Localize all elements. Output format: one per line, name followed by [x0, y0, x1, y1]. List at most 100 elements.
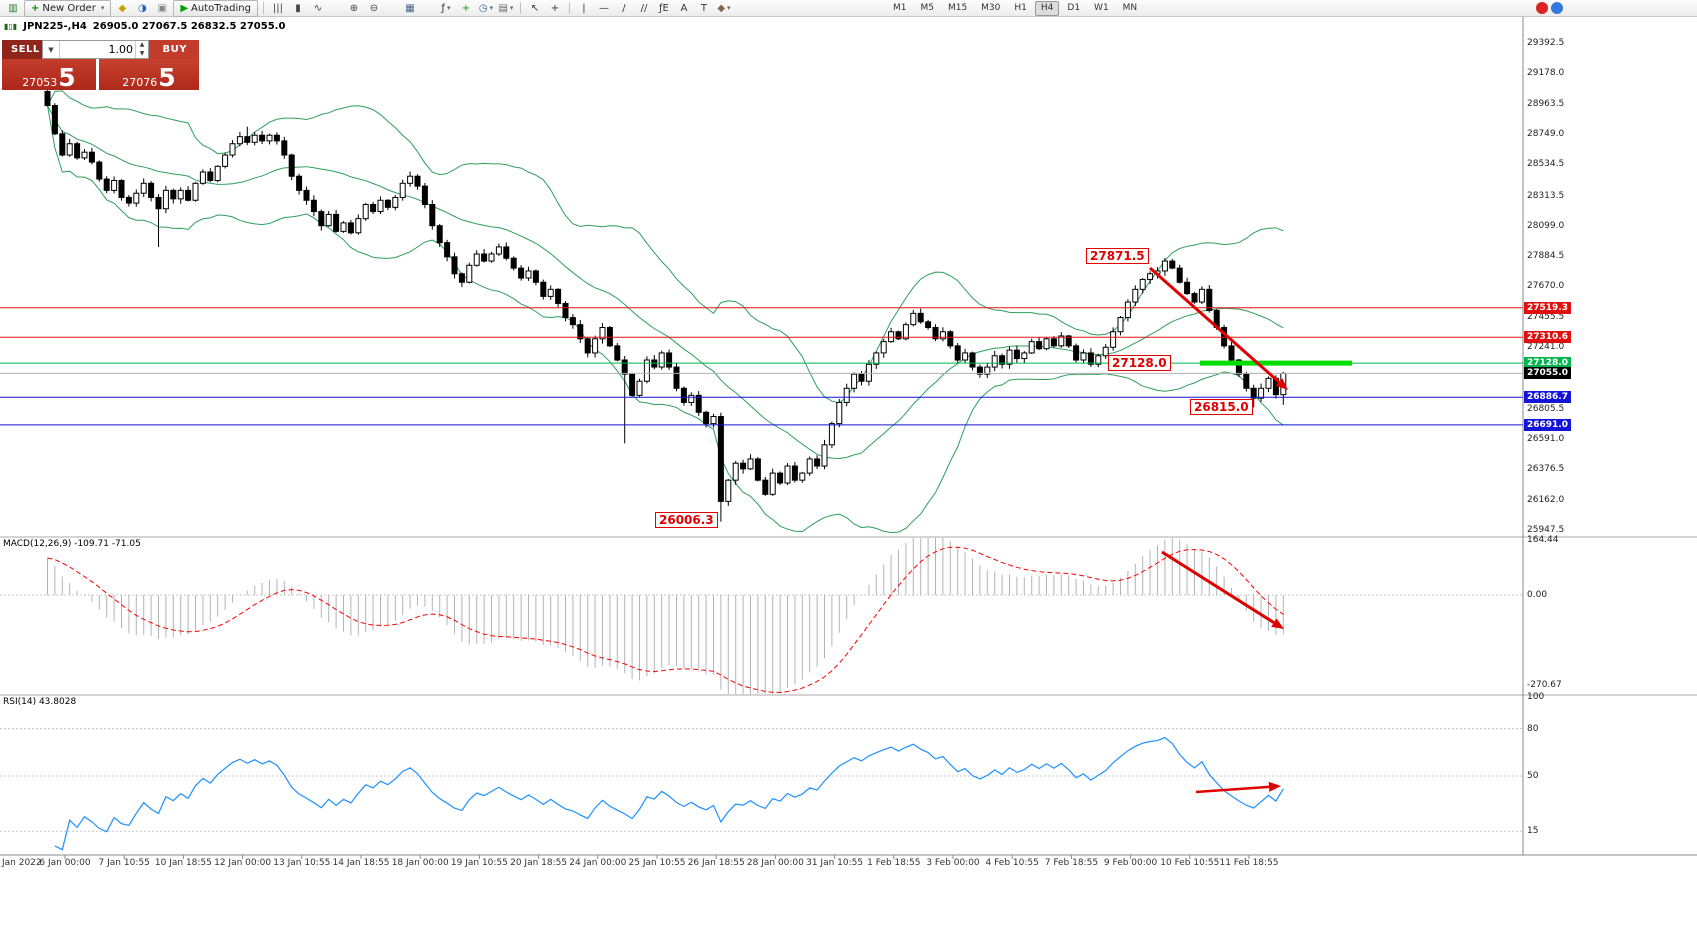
shapes-icon[interactable]: ◆ ▾	[717, 2, 731, 14]
timeframe-mn[interactable]: MN	[1122, 2, 1138, 13]
axis-label: 28534.5	[1527, 159, 1565, 170]
community-icon[interactable]	[1551, 2, 1563, 14]
axis-label: 27670.0	[1527, 281, 1565, 292]
sell-price-small: 27053	[22, 76, 58, 89]
time-axis-label: 10 Jan 18:55	[154, 858, 212, 868]
lot-size-box: ▼ ▲ ▼	[42, 40, 149, 59]
time-axis-label: 11 Feb 18:55	[1219, 858, 1279, 868]
profiles-icon[interactable]: ◑	[137, 2, 147, 14]
chart-ohlc-values: 26905.0 27067.5 26832.5 27055.0	[92, 21, 286, 32]
cursor-icon[interactable]: ↖	[530, 2, 540, 14]
time-axis-label: 3 Feb 00:00	[926, 858, 980, 868]
label-icon[interactable]: T	[700, 2, 707, 14]
time-axis-label: 25 Jan 10:55	[628, 858, 686, 868]
price-axis-marker: 26886.7	[1524, 391, 1571, 404]
line-chart-mode-icon[interactable]: ∿	[313, 2, 323, 14]
channel-icon[interactable]: //	[640, 2, 648, 14]
fibonacci-icon[interactable]: ƒE	[659, 2, 669, 14]
axis-label: 26591.0	[1527, 434, 1565, 445]
timeframe-h1[interactable]: H1	[1014, 2, 1027, 13]
macd-indicator	[0, 538, 1523, 694]
order-type-caret-icon[interactable]: ▼	[43, 41, 60, 58]
candles	[44, 90, 1287, 522]
time-axis-label: 13 Jan 10:55	[273, 858, 331, 868]
axis-label: 27884.5	[1527, 251, 1565, 262]
crosshair-icon[interactable]: +	[550, 2, 560, 14]
chart-shortcut-icon[interactable]: ▥	[8, 2, 18, 14]
chevron-down-icon: ▾	[727, 4, 731, 12]
time-axis-label: Jan 2022	[2, 858, 42, 868]
lot-decrease-button[interactable]: ▼	[139, 49, 145, 57]
zoom-out-icon[interactable]: ⊖	[369, 2, 379, 14]
new-order-icon: +	[31, 2, 40, 14]
indicators-icon[interactable]: ƒ ▾	[441, 2, 451, 14]
timeframe-h4[interactable]: H4	[1034, 0, 1060, 16]
toolbar-spacer	[385, 8, 399, 9]
chart-title: ▮▯▮ JPN225-,H4 26905.0 27067.5 26832.5 2…	[4, 21, 285, 32]
timeframe-m5[interactable]: M5	[920, 2, 934, 13]
rsi-indicator	[0, 728, 1523, 851]
time-axis-label: 24 Jan 00:00	[569, 858, 627, 868]
chart-symbol-period: JPN225-,H4	[23, 21, 87, 32]
lot-spinner: ▲ ▼	[135, 41, 148, 58]
trend-arrow-1	[1149, 266, 1288, 390]
time-axis-label: 12 Jan 00:00	[214, 858, 272, 868]
text-icon[interactable]: A	[680, 2, 688, 14]
axis-label: 26162.0	[1527, 494, 1565, 505]
chart-type-icon: ▮▯▮	[4, 22, 18, 31]
toolbar: ▥ + New Order ▾ ◆ ◑ ▣ ▶ AutoTrading ||| ▮ ∿ ⊕ ⊖ ▦ ƒ ▾ + ◷ ▾…	[0, 0, 1697, 17]
bar-chart-mode-icon[interactable]: |||	[272, 2, 283, 14]
axis-label: 27455.5	[1527, 311, 1565, 322]
new-order-button-label: New Order	[42, 2, 96, 14]
buy-price-small: 27076	[122, 76, 158, 89]
time-axis-label: 20 Jan 18:55	[510, 858, 568, 868]
axis-label: 29178.0	[1527, 68, 1565, 79]
timeframe-m30[interactable]: M30	[981, 2, 1001, 13]
lot-increase-button[interactable]: ▲	[139, 41, 145, 48]
axis-label: 0.00	[1527, 590, 1548, 600]
timeframe-m15[interactable]: M15	[947, 2, 968, 13]
chevron-down-icon: ▾	[489, 4, 494, 12]
price-axis-marker: 26691.0	[1524, 418, 1571, 431]
new-order-button[interactable]: + New Order ▾	[24, 0, 112, 17]
time-axis-label: 26 Jan 18:55	[687, 858, 745, 868]
toolbar-right-icons	[1536, 2, 1693, 14]
price-axis-marker: 27310.6	[1524, 331, 1571, 344]
zoom-in-icon[interactable]: ⊕	[349, 2, 359, 14]
tile-windows-icon[interactable]: ▦	[405, 2, 415, 14]
new-chart-icon[interactable]: ◆	[118, 2, 127, 14]
timeframe-m1[interactable]: M1	[892, 2, 907, 13]
periods-icon[interactable]: ◷ ▾	[478, 2, 494, 14]
templates-icon[interactable]: ▤ ▾	[498, 2, 514, 14]
live-account-icon[interactable]	[1536, 2, 1548, 14]
add-indicator-icon[interactable]: +	[461, 2, 471, 14]
rsi-line	[54, 736, 1284, 851]
metaeditor-icon[interactable]: ▣	[157, 2, 168, 14]
timeframe-d1[interactable]: D1	[1067, 2, 1081, 13]
buy-label: BUY	[162, 44, 187, 55]
axis-label: 28749.0	[1527, 128, 1565, 139]
chevron-down-icon: ▾	[509, 4, 514, 12]
lot-size-input[interactable]	[60, 41, 135, 58]
price-axis-marker: 27055.0	[1524, 367, 1571, 380]
axis-label: 164.44	[1527, 535, 1559, 546]
sell-price: 27053 5	[2, 65, 96, 89]
trendline-icon[interactable]: /	[622, 2, 626, 14]
timeframe-w1[interactable]: W1	[1094, 2, 1109, 13]
time-axis-label: 14 Jan 18:55	[332, 858, 390, 868]
horizontal-line-icon[interactable]: —	[598, 2, 609, 14]
time-axis-label: 7 Feb 18:55	[1044, 858, 1099, 868]
vertical-line-icon[interactable]: |	[582, 2, 586, 14]
time-axis-label: 1 Feb 18:55	[867, 858, 921, 868]
time-axis-label: 28 Jan 00:00	[746, 858, 804, 868]
axis-label: 28313.5	[1527, 190, 1565, 201]
time-axis-label: 19 Jan 10:55	[450, 858, 508, 868]
candlestick-mode-icon[interactable]: ▮	[295, 2, 301, 14]
autotrading-button[interactable]: ▶ AutoTrading	[173, 0, 258, 17]
toolbar-separator	[519, 2, 521, 14]
bollinger-lower	[47, 105, 1284, 534]
time-axis-label: 7 Jan 10:55	[98, 858, 150, 868]
axis-label: 15	[1527, 826, 1539, 837]
